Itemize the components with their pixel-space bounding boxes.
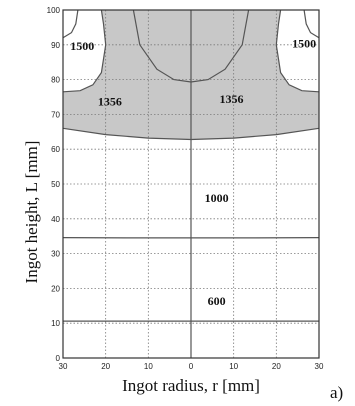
x-tick-label: 10 bbox=[144, 362, 153, 371]
isotherm-label-1356: 1356 bbox=[98, 94, 122, 108]
x-tick-label: 10 bbox=[229, 362, 238, 371]
y-tick-label: 20 bbox=[51, 284, 60, 293]
x-tick-label: 20 bbox=[101, 362, 110, 371]
isotherm-label-1000: 1000 bbox=[205, 191, 229, 205]
x-tick-label: 20 bbox=[272, 362, 281, 371]
isotherm-label-1500: 1500 bbox=[70, 39, 94, 53]
isotherm-line-1500 bbox=[62, 9, 79, 39]
y-tick-label: 100 bbox=[47, 6, 61, 15]
panel-label: a) bbox=[330, 383, 343, 402]
isotherm-label-1500: 1500 bbox=[292, 37, 316, 51]
isotherm-line-1356 bbox=[275, 9, 320, 93]
y-tick-label: 30 bbox=[51, 250, 60, 259]
x-tick-label: 0 bbox=[189, 362, 194, 371]
isotherm-line-1356 bbox=[62, 9, 107, 93]
y-tick-label: 40 bbox=[51, 215, 60, 224]
isotherm-label-1356: 1356 bbox=[220, 92, 244, 106]
y-tick-label: 80 bbox=[51, 76, 60, 85]
y-axis-title: Ingot height, L [mm] bbox=[22, 141, 41, 284]
y-tick-label: 90 bbox=[51, 41, 60, 50]
y-tick-label: 50 bbox=[51, 180, 60, 189]
isotherm-label-600: 600 bbox=[208, 294, 226, 308]
y-tick-label: 10 bbox=[51, 319, 60, 328]
y-tick-label: 70 bbox=[51, 110, 60, 119]
x-tick-label: 30 bbox=[59, 362, 68, 371]
x-axis-title: Ingot radius, r [mm] bbox=[122, 376, 260, 395]
plot-frame bbox=[62, 9, 320, 359]
y-tick-label: 60 bbox=[51, 145, 60, 154]
plot-area: 1500 1500 1356 1356 1000 600 bbox=[62, 9, 320, 359]
isotherm-line-1500 bbox=[303, 9, 320, 39]
x-tick-label: 30 bbox=[315, 362, 324, 371]
y-tick-label: 0 bbox=[56, 354, 61, 363]
